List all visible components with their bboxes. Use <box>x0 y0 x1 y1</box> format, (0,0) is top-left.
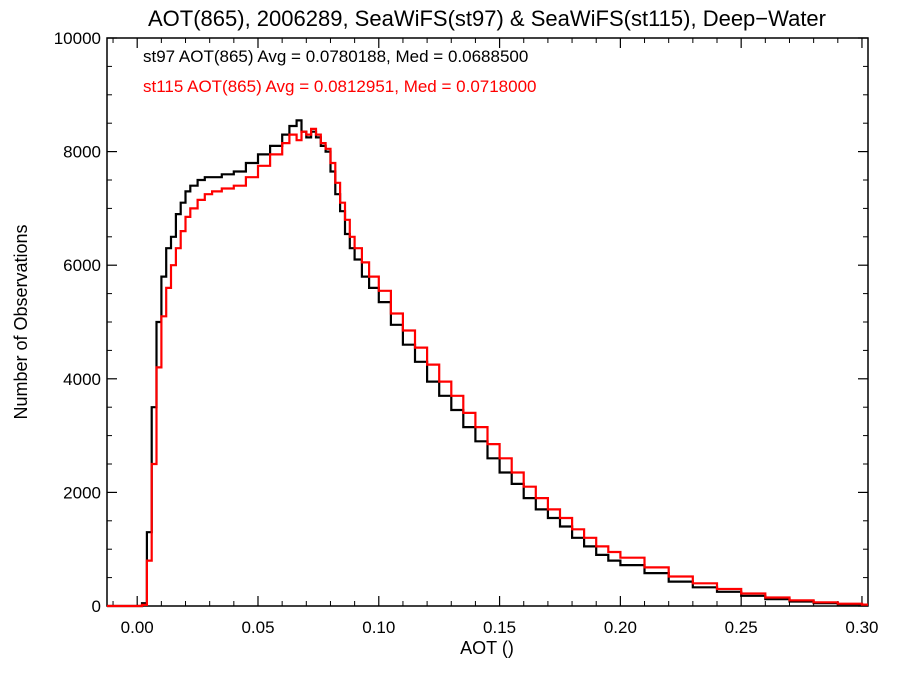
plot-area: 0.00 0.05 0.10 0.15 0.20 0.25 0.30 0 2000 4000 600… <box>54 29 879 637</box>
y-tick-label: 8000 <box>63 143 101 162</box>
y-tick-label: 4000 <box>63 370 101 389</box>
chart-title: AOT(865), 2006289, SeaWiFS(st97) & SeaWi… <box>148 6 826 31</box>
y-tick-label: 6000 <box>63 256 101 275</box>
x-tick-label: 0.25 <box>725 618 758 637</box>
axis-tick-labels: 0.00 0.05 0.10 0.15 0.20 0.25 0.30 0 2000 4000 600… <box>54 29 879 637</box>
x-axis-label: AOT () <box>460 638 514 658</box>
y-tick-label: 0 <box>92 597 101 616</box>
x-tick-label: 0.10 <box>362 618 395 637</box>
axis-ticks <box>107 37 868 607</box>
series-st115-histogram <box>107 127 868 608</box>
series-layer <box>107 119 868 608</box>
y-tick-label: 2000 <box>63 483 101 502</box>
series-st97-histogram <box>107 119 868 608</box>
x-tick-label: 0.20 <box>604 618 637 637</box>
legend-st97: st97 AOT(865) Avg = 0.0780188, Med = 0.0… <box>143 47 528 66</box>
legend-st115: st115 AOT(865) Avg = 0.0812951, Med = 0.… <box>143 77 537 96</box>
x-tick-label: 0.30 <box>845 618 878 637</box>
x-tick-label: 0.15 <box>483 618 516 637</box>
x-tick-label: 0.05 <box>241 618 274 637</box>
y-tick-label: 10000 <box>54 29 101 48</box>
plot-frame <box>106 37 869 607</box>
x-tick-label: 0.00 <box>121 618 154 637</box>
y-axis-label: Number of Observations <box>11 224 31 419</box>
